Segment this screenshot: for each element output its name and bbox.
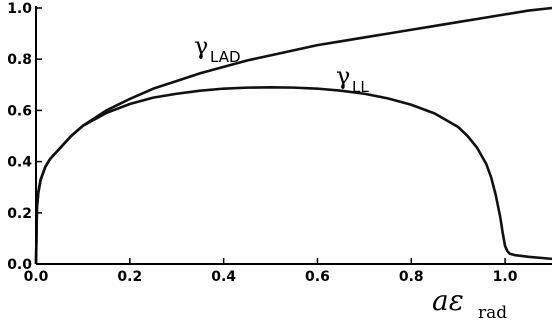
curves bbox=[34, 6, 552, 265]
y-tick-label: 1.0 bbox=[7, 1, 32, 17]
series-label-ll-sub: LL bbox=[352, 78, 369, 96]
x-tick-label: 1.0 bbox=[493, 269, 518, 285]
series-label-lad: γ LAD bbox=[194, 32, 241, 66]
y-ticks: 0.0 0.2 0.4 0.6 0.8 1.0 bbox=[7, 1, 42, 273]
x-axis-label-main: aε bbox=[432, 284, 464, 317]
x-tick-label: 0.6 bbox=[305, 269, 330, 285]
axes bbox=[35, 6, 552, 265]
x-axis-label: aε rad bbox=[432, 284, 507, 323]
x-tick-label: 0.2 bbox=[117, 269, 142, 285]
series-line-gamma-ll bbox=[34, 86, 552, 265]
x-tick-label: 0.0 bbox=[24, 269, 49, 285]
y-tick-label: 0.4 bbox=[7, 155, 32, 171]
x-tick-label: 0.8 bbox=[399, 269, 424, 285]
series-line-gamma-lad bbox=[34, 6, 552, 265]
y-tick-label: 0.8 bbox=[7, 52, 32, 68]
series-label-lad-sub: LAD bbox=[210, 48, 241, 66]
series-label-ll: γ LL bbox=[336, 62, 369, 96]
y-tick-label: 0.0 bbox=[7, 257, 32, 273]
y-tick-label: 0.6 bbox=[7, 103, 32, 119]
x-axis-label-sub: rad bbox=[478, 303, 507, 323]
y-tick-label: 0.2 bbox=[7, 206, 32, 222]
x-tick-label: 0.4 bbox=[211, 269, 236, 285]
x-ticks: 0.0 0.2 0.4 0.6 0.8 1.0 bbox=[24, 258, 518, 285]
series-label-ll-main: γ bbox=[336, 62, 350, 90]
series-label-lad-main: γ bbox=[194, 32, 208, 60]
